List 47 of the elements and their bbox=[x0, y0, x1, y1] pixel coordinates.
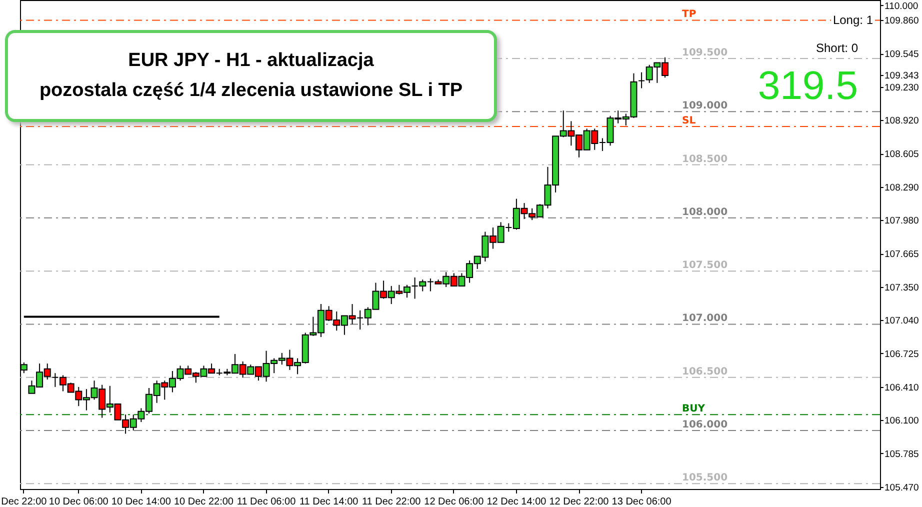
ref-line-label: BUY bbox=[682, 404, 706, 415]
y-tick-label: 108.290 bbox=[884, 182, 919, 194]
x-tick-label: 11 Dec 14:00 bbox=[299, 496, 359, 507]
annotation: EUR JPY - H1 - aktualizacja bbox=[128, 49, 374, 73]
y-tick-label: 108.605 bbox=[884, 149, 919, 160]
ref-line-label: TP bbox=[682, 9, 696, 20]
x-tick-label: 12 Dec 06:00 bbox=[424, 496, 484, 507]
y-tick-label: 106.725 bbox=[884, 348, 919, 360]
y-tick-label: 109.860 bbox=[884, 16, 919, 27]
x-tick-label: 12 Dec 14:00 bbox=[486, 496, 547, 507]
x-tick-label: 10 Dec 22:00 bbox=[174, 496, 234, 507]
y-tick-label: 106.100 bbox=[884, 415, 919, 426]
ref-line-label: 107.000 bbox=[682, 313, 728, 324]
x-tick-label: Dec 22:00 bbox=[1, 496, 48, 507]
ref-line-label: 107.500 bbox=[682, 260, 728, 272]
ref-line-label: 108.000 bbox=[682, 206, 728, 218]
ref-line-label: 108.500 bbox=[682, 154, 728, 165]
y-tick-label: 109.343 bbox=[884, 70, 919, 82]
y-tick-label: 109.545 bbox=[884, 49, 919, 60]
ref-line-label: 109.000 bbox=[682, 100, 728, 112]
y-tick-label: 110.000 bbox=[884, 0, 918, 12]
ref-line-label: 106.000 bbox=[682, 420, 728, 431]
x-tick-label: 11 Dec 06:00 bbox=[236, 496, 296, 507]
y-tick-label: 106.410 bbox=[884, 382, 919, 394]
x-tick-label: 11 Dec 22:00 bbox=[362, 496, 422, 507]
x-tick-label: 10 Dec 14:00 bbox=[111, 496, 172, 507]
annotation: Long: 1 bbox=[830, 13, 875, 27]
y-tick-label: 107.665 bbox=[884, 249, 919, 260]
candlestick bbox=[638, 72, 646, 89]
y-tick-label: 107.350 bbox=[884, 282, 919, 294]
y-tick-label: 107.040 bbox=[884, 315, 919, 326]
y-tick-label: 109.230 bbox=[884, 82, 919, 94]
ref-line-label: 109.500 bbox=[682, 47, 728, 58]
rounded-box: EUR JPY - H1 - aktualizacja pozostala część 1/4 zlecenia ustawione SL i TP bbox=[5, 30, 497, 122]
ref-line-label: 105.500 bbox=[682, 472, 728, 484]
annotation: pozostala część 1/4 zlecenia ustawione SL i TP bbox=[39, 79, 463, 103]
x-tick-label: 13 Dec 06:00 bbox=[612, 496, 672, 507]
ref-line-label: 106.500 bbox=[682, 366, 728, 378]
y-tick-label: 105.785 bbox=[884, 448, 919, 460]
x-tick-label: 12 Dec 22:00 bbox=[549, 496, 610, 507]
y-tick-label: 108.920 bbox=[884, 116, 919, 127]
annotation: Short: 0 bbox=[814, 41, 860, 55]
y-tick-label: 107.980 bbox=[884, 216, 919, 227]
x-tick-label: 10 Dec 06:00 bbox=[48, 496, 109, 507]
annotation: 319.5 bbox=[756, 64, 860, 109]
ref-line-label: SL bbox=[682, 116, 696, 126]
y-tick-label: 105.470 bbox=[884, 482, 919, 494]
